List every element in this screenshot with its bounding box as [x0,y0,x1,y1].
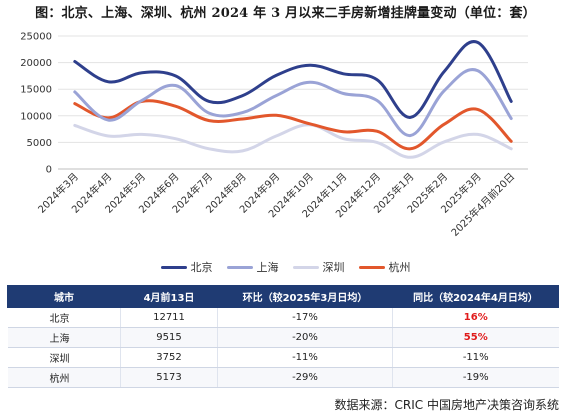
cell-value: 12711 [120,307,218,328]
y-tick-label: 0 [46,165,52,176]
data-table: 城市 4月前13日 环比（较2025年3月日均） 同比（较2024年4月日均） … [7,285,559,388]
cell-yoy: -19% [392,367,559,388]
cell-city: 北京 [7,307,121,328]
cell-mom: -17% [217,307,393,328]
cell-value: 5173 [120,367,218,388]
table-header-row: 城市 4月前13日 环比（较2025年3月日均） 同比（较2024年4月日均） [7,285,559,308]
series-line [73,99,513,151]
table-row: 深圳 3752 -11% -11% [7,347,559,368]
legend-item: 上海 [226,259,279,275]
y-tick-label: 5000 [27,138,52,149]
header-city: 城市 [7,285,121,308]
series-line [73,123,513,159]
y-tick-label: 25000 [20,32,52,43]
table-row: 上海 9515 -20% 55% [7,327,559,348]
table-row: 杭州 5173 -29% -19% [7,367,559,388]
legend-item: 杭州 [358,259,411,275]
cell-mom: -29% [217,367,393,388]
chart-title: 图：北京、上海、深圳、杭州 2024 年 3 月以来二手房新增挂牌量变动（单位：… [35,6,536,21]
legend-swatch [358,265,385,269]
line-chart: 05000100001500020000250002024年3月2024年4月2… [20,32,528,239]
cell-yoy: -11% [392,347,559,368]
legend-label: 上海 [256,261,279,274]
y-tick-label: 10000 [20,111,52,122]
legend-item: 北京 [160,259,213,275]
series-line [73,40,513,119]
legend-swatch [226,265,253,269]
cell-yoy: 16% [392,307,559,328]
x-tick-label: 2025年4月前20日 [448,170,517,239]
y-tick-label: 15000 [20,85,52,96]
header-yoy: 同比（较2024年4月日均） [392,285,559,308]
series-line [73,68,513,137]
cell-value: 3752 [120,347,218,368]
data-source: 数据来源：CRIC 中国房地产决策咨询系统 [334,398,559,412]
header-mom: 环比（较2025年3月日均） [217,285,393,308]
legend-swatch [160,265,187,269]
header-value: 4月前13日 [120,285,218,308]
cell-value: 9515 [120,327,218,348]
cell-city: 深圳 [7,347,121,368]
cell-city: 杭州 [7,367,121,388]
cell-city: 上海 [7,327,121,348]
legend-swatch [292,265,319,269]
cell-yoy: 55% [392,327,559,348]
y-tick-label: 20000 [20,58,52,69]
table-row: 北京 12711 -17% 16% [7,307,559,328]
legend-label: 深圳 [322,261,345,274]
legend-label: 北京 [190,261,213,274]
cell-mom: -11% [217,347,393,368]
cell-mom: -20% [217,327,393,348]
legend-label: 杭州 [388,261,411,274]
chart-legend: 北京 上海 深圳 杭州 [0,259,571,275]
legend-item: 深圳 [292,259,345,275]
